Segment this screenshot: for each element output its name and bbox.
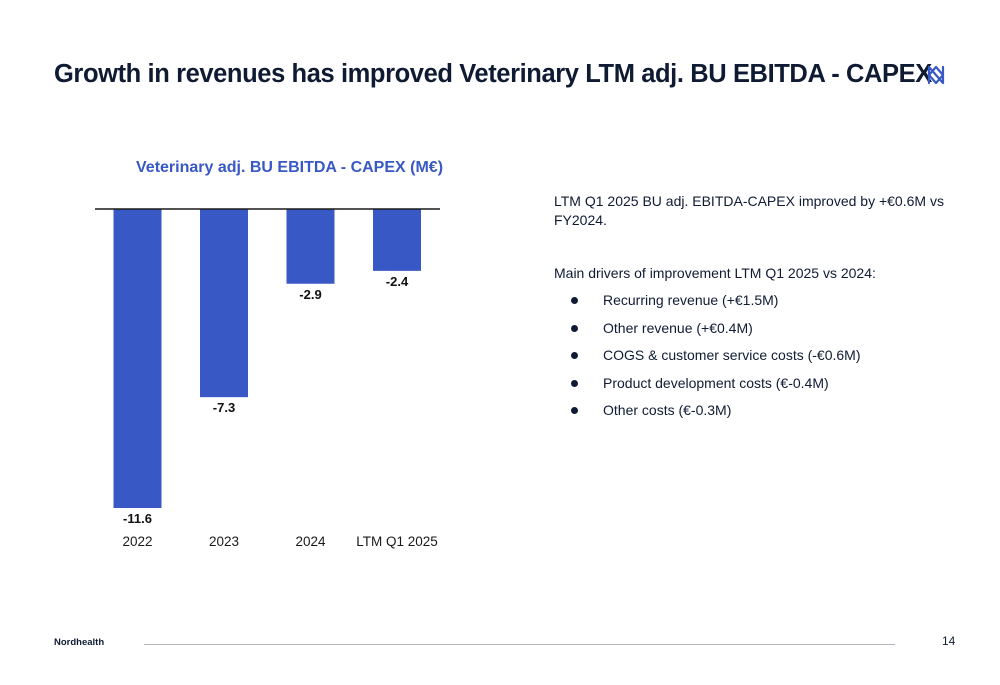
bar-2 — [286, 209, 335, 284]
list-item: COGS & customer service costs (-€0.6M) — [554, 346, 954, 374]
bullet-icon — [571, 379, 578, 387]
driver-text: Recurring revenue (+€1.5M) — [603, 292, 779, 308]
bar-3 — [373, 209, 421, 271]
nordhealth-logo-icon — [927, 65, 945, 85]
list-item: Recurring revenue (+€1.5M) — [554, 291, 954, 319]
category-label-3: LTM Q1 2025 — [356, 534, 438, 549]
footer-brand: Nordhealth — [54, 637, 105, 648]
bullet-icon — [571, 297, 578, 304]
category-label-0: 2022 — [122, 534, 152, 549]
bar-0 — [113, 209, 162, 508]
category-label-1: 2023 — [209, 534, 239, 549]
driver-text: Product development costs (€-0.4M) — [603, 374, 829, 391]
driver-text: Other costs (€-0.3M) — [603, 402, 732, 418]
list-item: Other costs (€-0.3M) — [554, 401, 954, 429]
value-label-3: -2.4 — [386, 274, 409, 289]
chart-title: Veterinary adj. BU EBITDA - CAPEX (M€) — [136, 159, 444, 176]
value-label-1: -7.3 — [213, 400, 235, 415]
driver-text: Other revenue (+€0.4M) — [603, 319, 753, 336]
page-number: 14 — [942, 634, 956, 648]
value-label-0: -11.6 — [123, 511, 152, 526]
value-label-2: -2.9 — [299, 287, 321, 302]
bullet-icon — [571, 352, 578, 359]
category-label-2: 2024 — [295, 534, 326, 549]
commentary-intro: LTM Q1 2025 BU adj. EBITDA-CAPEX improve… — [554, 193, 944, 228]
bullet-icon — [571, 324, 578, 332]
slide-title: Growth in revenues has improved Veterina… — [54, 60, 932, 88]
list-item: Product development costs (€-0.4M) — [554, 374, 954, 402]
drivers-heading: Main drivers of improvement LTM Q1 2025 … — [554, 265, 876, 281]
list-item: Other revenue (+€0.4M) — [554, 319, 954, 347]
driver-text: COGS & customer service costs (-€0.6M) — [603, 347, 861, 363]
footer-divider — [144, 644, 895, 645]
commentary-panel: LTM Q1 2025 BU adj. EBITDA-CAPEX improve… — [554, 192, 954, 429]
bullet-icon — [571, 407, 578, 414]
bar-1 — [200, 209, 248, 398]
drivers-list: Recurring revenue (+€1.5M) Other revenue… — [554, 291, 954, 429]
